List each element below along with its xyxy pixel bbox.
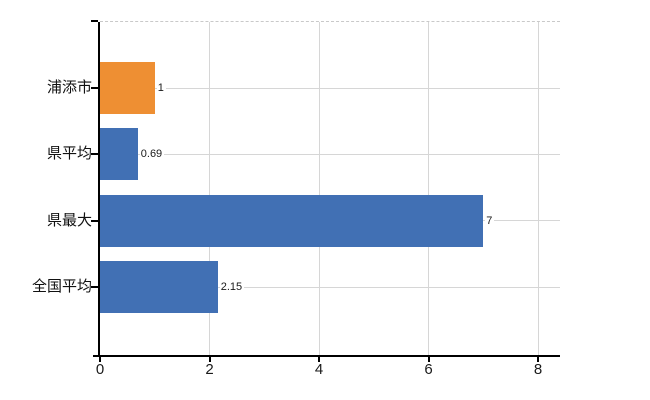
bar [100, 261, 218, 314]
bar-value-label: 7 [485, 212, 495, 229]
vertical-gridline [209, 22, 210, 355]
x-axis-tick [318, 357, 320, 362]
bar-value-label: 2.15 [219, 279, 245, 296]
x-tick-labels: 0 2 4 6 8 [96, 361, 570, 381]
x-tick-label: 8 [533, 361, 543, 378]
bar-value-label: 0.69 [139, 146, 165, 163]
category-label: 県最大 [46, 211, 92, 229]
x-tick-label: 0 [95, 361, 105, 378]
vertical-gridline [428, 22, 429, 355]
bar [100, 128, 138, 181]
y-axis-tick [91, 219, 98, 222]
horizontal-gridline [100, 153, 560, 155]
y-axis-line [98, 22, 100, 357]
y-axis-tick [91, 286, 98, 289]
y-axis-top-tick [91, 20, 98, 22]
plot-top-gridline [100, 21, 560, 22]
bar [100, 62, 155, 114]
x-axis-tick [537, 357, 539, 362]
x-tick-label: 2 [205, 361, 214, 378]
category-label: 県平均 [46, 145, 92, 163]
x-axis-tick [99, 357, 101, 362]
vertical-gridline [537, 22, 539, 355]
bar [100, 194, 484, 247]
x-axis-line [93, 355, 560, 357]
horizontal-gridline [100, 286, 560, 288]
category-label: 全国平均 [31, 278, 92, 296]
x-axis-tick [427, 357, 430, 362]
bar-value-label: 1 [156, 80, 166, 96]
category-labels: 浦添市県平均県最大全国平均 [0, 0, 92, 400]
x-axis-tick [208, 357, 211, 362]
category-label: 浦添市 [46, 79, 92, 96]
plot-area: 1 0.69 7 2.15 [91, 20, 560, 362]
y-axis-tick [91, 153, 98, 156]
x-tick-label: 6 [424, 361, 433, 378]
x-tick-label: 4 [314, 361, 324, 378]
y-axis-tick [91, 87, 98, 89]
horizontal-gridline [100, 87, 560, 89]
vertical-gridline [318, 22, 320, 355]
